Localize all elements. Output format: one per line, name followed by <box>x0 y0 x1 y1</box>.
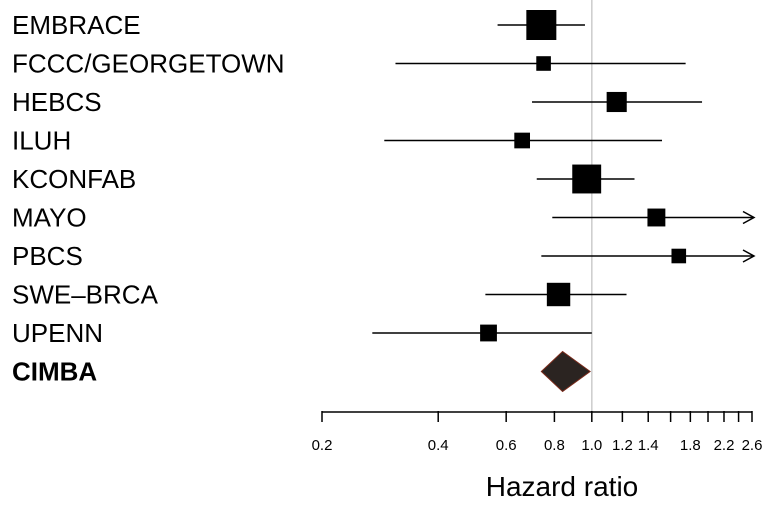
study-label: MAYO <box>12 203 87 233</box>
study-label: UPENN <box>12 318 103 348</box>
hr-point <box>526 10 557 40</box>
confidence-intervals <box>372 10 756 342</box>
hr-point <box>514 132 531 149</box>
study-label: SWE–BRCA <box>12 280 159 310</box>
ci-arrow <box>742 210 756 225</box>
hr-point <box>671 248 687 264</box>
hr-point <box>546 282 571 307</box>
ci-arrow <box>742 249 756 263</box>
hr-point <box>647 208 666 227</box>
study-label: ILUH <box>12 126 71 156</box>
x-tick-label: 1.0 <box>581 437 602 454</box>
x-tick-label: 1.4 <box>638 437 659 454</box>
x-tick-label: 1.2 <box>612 437 633 454</box>
study-label: HEBCS <box>12 87 102 117</box>
x-axis: 0.2 0.4 0.6 0.8 1.0 1.2 1.4 1.8 2.2 2.6 <box>312 411 763 454</box>
hr-point <box>572 164 602 194</box>
pooled-estimate-diamond <box>540 350 591 393</box>
x-tick-label: 2.6 <box>742 437 763 454</box>
study-labels: EMBRACE FCCC/GEORGETOWN HEBCS ILUH KCONFAB MA… <box>12 10 285 387</box>
x-tick-label: 0.2 <box>312 437 333 454</box>
pooled-label: CIMBA <box>12 357 97 387</box>
study-label: PBCS <box>12 241 83 271</box>
x-tick-label: 2.2 <box>714 437 735 454</box>
x-tick-label: 0.6 <box>496 437 517 454</box>
hr-point <box>480 324 497 342</box>
x-tick-label: 0.4 <box>428 437 449 454</box>
hr-point <box>606 91 627 113</box>
study-label: FCCC/GEORGETOWN <box>12 49 285 79</box>
hr-point <box>536 56 551 71</box>
study-label: KCONFAB <box>12 164 136 194</box>
x-tick-label: 0.8 <box>544 437 565 454</box>
x-tick-label: 1.8 <box>680 437 701 454</box>
study-label: EMBRACE <box>12 10 141 40</box>
x-axis-title: Hazard ratio <box>486 471 639 502</box>
